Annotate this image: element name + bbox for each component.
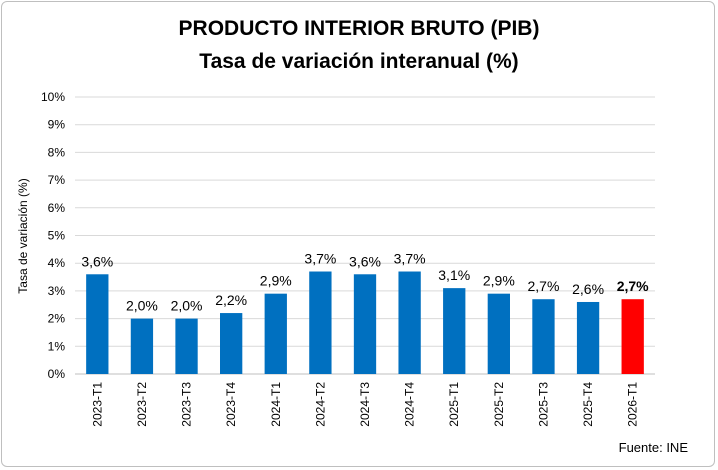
- x-tick-label: 2023-T2: [135, 382, 149, 427]
- data-label: 3,6%: [81, 253, 113, 269]
- bar-2026-T1: [621, 299, 644, 374]
- x-tick-label: 2023-T3: [180, 382, 194, 427]
- y-tick-label: 7%: [48, 173, 66, 187]
- y-tick-label: 9%: [48, 118, 66, 132]
- x-tick-label: 2025-T1: [447, 382, 461, 427]
- x-tick-label: 2024-T2: [313, 382, 327, 427]
- bar-2025-T2: [487, 293, 510, 374]
- chart-title: PRODUCTO INTERIOR BRUTO (PIB): [178, 17, 540, 40]
- x-tick-label: 2024-T1: [269, 382, 283, 427]
- bar-2025-T1: [443, 288, 466, 374]
- data-label: 2,9%: [260, 273, 292, 289]
- bar-2024-T2: [309, 271, 332, 374]
- x-tick-label: 2025-T2: [492, 382, 506, 427]
- data-label: 2,0%: [126, 298, 158, 314]
- data-label: 3,6%: [349, 253, 381, 269]
- bar-2025-T4: [576, 301, 600, 374]
- bar-2023-T3: [175, 318, 198, 374]
- y-tick-label: 6%: [48, 201, 66, 215]
- bar-2023-T4: [220, 313, 243, 374]
- data-label: 3,1%: [438, 267, 470, 283]
- y-tick-label: 0%: [48, 367, 66, 381]
- x-axis-ticks: 2023-T1 2023-T2 2023-T3 2023-T4 2024-T1 2024-…: [90, 382, 639, 427]
- x-tick-label: 2025-T4: [581, 382, 595, 427]
- x-tick-label: 2024-T3: [358, 382, 372, 427]
- y-tick-label: 8%: [48, 145, 66, 159]
- x-tick-label: 2025-T3: [536, 382, 550, 427]
- data-label: 3,7%: [304, 251, 336, 267]
- bar-2024-T3: [353, 274, 377, 374]
- y-axis-label: Tasa de variación (%): [16, 178, 30, 293]
- data-label: 2,7%: [528, 278, 560, 294]
- x-tick-label: 2024-T4: [403, 382, 417, 427]
- x-tick-label: 2026-T1: [626, 382, 640, 427]
- data-labels: 3,6% 2,0% 2,0% 2,2% 2,9% 3,7% 3,6% 3,7% 3,1% 2,9%…: [81, 251, 649, 314]
- data-label: 2,9%: [483, 273, 515, 289]
- bar-2024-T1: [264, 293, 287, 374]
- bar-2023-T1: [86, 274, 109, 374]
- y-tick-label: 2%: [48, 312, 66, 326]
- bar-2023-T2: [130, 318, 154, 374]
- data-label: 2,7%: [617, 278, 649, 294]
- chart-subtitle: Tasa de variación interanual (%): [199, 50, 519, 73]
- x-tick-label: 2023-T1: [90, 382, 104, 427]
- y-axis-ticks: 0% 1% 2% 3% 4% 5% 6% 7% 8% 9% 10%: [41, 90, 65, 381]
- bar-2025-T3: [532, 299, 555, 374]
- bars: [86, 271, 644, 374]
- y-tick-label: 4%: [48, 256, 66, 270]
- y-tick-label: 3%: [48, 284, 66, 298]
- data-label: 2,0%: [171, 298, 203, 314]
- y-tick-label: 5%: [48, 229, 66, 243]
- bar-2024-T4: [398, 271, 421, 374]
- x-tick-label: 2023-T4: [224, 382, 238, 427]
- source-note: Fuente: INE: [618, 440, 688, 455]
- data-label: 2,2%: [215, 292, 247, 308]
- data-label: 2,6%: [572, 281, 604, 297]
- y-tick-label: 1%: [48, 339, 66, 353]
- y-tick-label: 10%: [41, 90, 65, 104]
- data-label: 3,7%: [394, 251, 426, 267]
